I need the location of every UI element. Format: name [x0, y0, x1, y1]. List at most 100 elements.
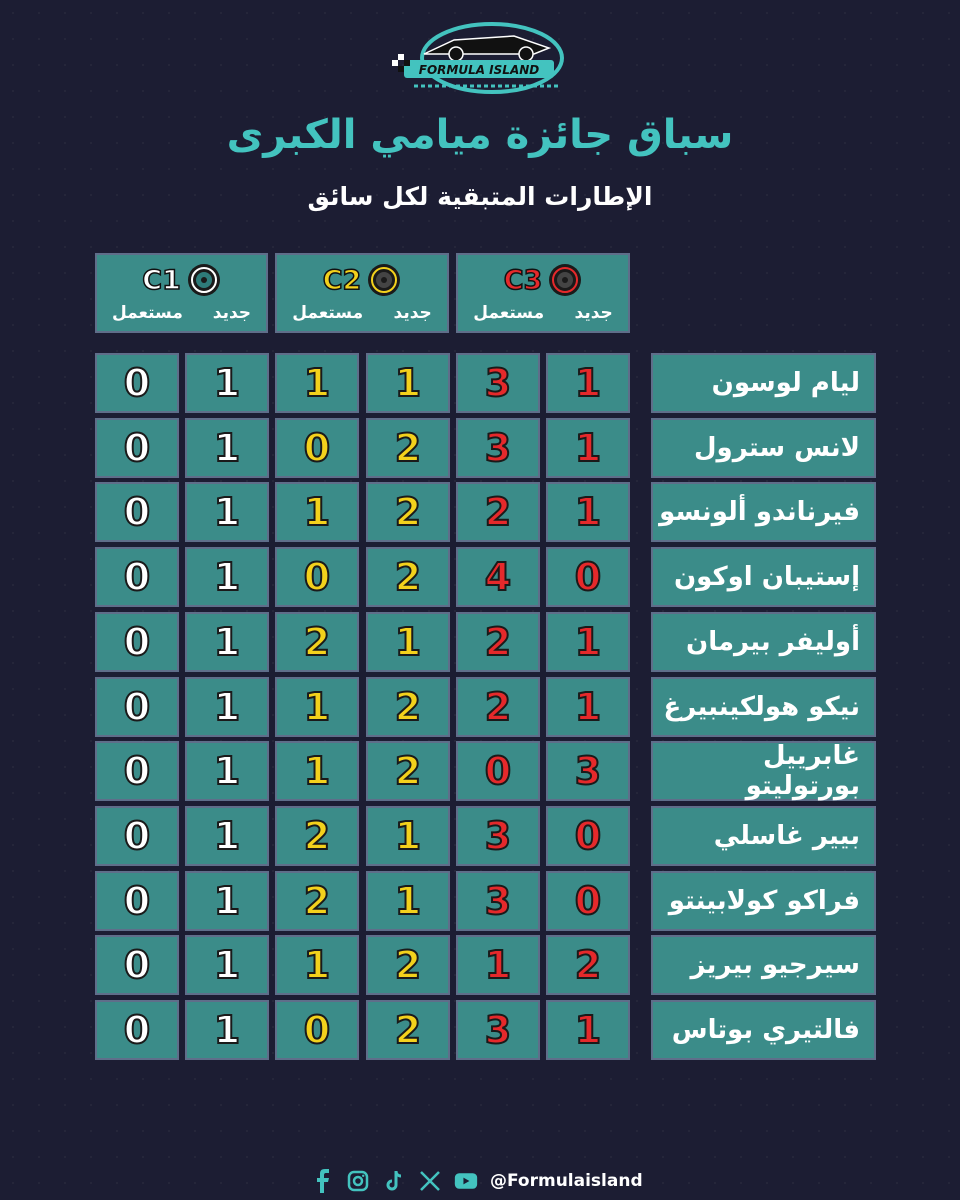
c3-new-cell: 0 — [546, 547, 630, 607]
used-label: مستعمل — [111, 303, 183, 323]
c2-new-cell: 1 — [366, 871, 450, 931]
c3-used-cell: 1 — [456, 935, 540, 995]
c1-used-cell: 0 — [95, 353, 179, 413]
c3-used-cell: 2 — [456, 612, 540, 672]
c3-new-cell: 2 — [546, 935, 630, 995]
c2-used-cell: 2 — [275, 612, 359, 672]
social-handle[interactable]: @Formulaisland — [490, 1171, 643, 1191]
c1-used-cell: 0 — [95, 482, 179, 542]
tyre-c1-icon — [187, 264, 220, 296]
c3-used-cell: 3 — [456, 871, 540, 931]
c1-used-cell: 0 — [95, 1000, 179, 1060]
c2-new-cell: 2 — [366, 1000, 450, 1060]
compound-header-c3: C3 جديد مستعمل — [456, 253, 630, 333]
c3-used-cell: 3 — [456, 1000, 540, 1060]
used-label: مستعمل — [292, 303, 364, 323]
driver-name: ليام لوسون — [651, 353, 876, 413]
new-label: جديد — [212, 303, 252, 323]
compound-label-c3: C3 — [503, 264, 543, 297]
c3-used-cell: 0 — [456, 741, 540, 801]
c1-new-cell: 1 — [185, 1000, 269, 1060]
driver-name: فالتيري بوتاس — [651, 1000, 876, 1060]
compound-label-c1: C1 — [141, 264, 181, 297]
c1-new-cell: 1 — [185, 482, 269, 542]
driver-name: فراكو كولابينتو — [651, 871, 876, 931]
c3-new-cell: 1 — [546, 418, 630, 478]
tyre-c2-icon — [368, 264, 401, 296]
c3-used-cell: 3 — [456, 353, 540, 413]
c1-used-cell: 0 — [95, 418, 179, 478]
driver-name: لانس سترول — [651, 418, 876, 478]
c1-used-cell: 0 — [95, 677, 179, 737]
new-label: جديد — [393, 303, 432, 323]
logo-text: FORMULA ISLAND — [419, 63, 540, 77]
page-title: سباق جائزة ميامي الكبرى — [226, 112, 734, 158]
c2-used-cell: 0 — [275, 547, 359, 607]
c2-new-cell: 1 — [366, 806, 450, 866]
c1-new-cell: 1 — [185, 741, 269, 801]
driver-name: إستيبان اوكون — [651, 547, 876, 607]
tyre-c3-icon — [549, 264, 582, 296]
c3-used-cell: 3 — [456, 418, 540, 478]
c1-used-cell: 0 — [95, 547, 179, 607]
c3-used-cell: 4 — [456, 547, 540, 607]
c2-used-cell: 2 — [275, 871, 359, 931]
formula-island-logo: FORMULA ISLAND — [392, 22, 564, 94]
c1-used-cell: 0 — [95, 741, 179, 801]
c3-new-cell: 1 — [546, 482, 630, 542]
c1-new-cell: 1 — [185, 612, 269, 672]
youtube-icon[interactable] — [454, 1169, 478, 1193]
c1-new-cell: 1 — [185, 353, 269, 413]
social-footer: @Formulaisland — [310, 1166, 643, 1196]
c3-new-cell: 1 — [546, 612, 630, 672]
c1-used-cell: 0 — [95, 871, 179, 931]
c3-new-cell: 3 — [546, 741, 630, 801]
driver-name: أوليفر بيرمان — [651, 612, 876, 672]
x-icon[interactable] — [418, 1169, 442, 1193]
c2-used-cell: 0 — [275, 1000, 359, 1060]
new-label: جديد — [574, 303, 613, 323]
c2-new-cell: 2 — [366, 935, 450, 995]
c1-new-cell: 1 — [185, 935, 269, 995]
c2-new-cell: 2 — [366, 741, 450, 801]
instagram-icon[interactable] — [346, 1169, 370, 1193]
c1-new-cell: 1 — [185, 806, 269, 866]
c3-new-cell: 1 — [546, 677, 630, 737]
c1-used-cell: 0 — [95, 935, 179, 995]
driver-name: نيكو هولكينبيرغ — [651, 677, 876, 737]
c3-used-cell: 2 — [456, 677, 540, 737]
c2-used-cell: 1 — [275, 935, 359, 995]
c2-new-cell: 1 — [366, 612, 450, 672]
compound-header-c1: C1 جديد مستعمل — [95, 253, 268, 333]
c3-new-cell: 0 — [546, 806, 630, 866]
c1-new-cell: 1 — [185, 871, 269, 931]
compound-label-c2: C2 — [322, 264, 362, 297]
c2-used-cell: 0 — [275, 418, 359, 478]
c2-new-cell: 2 — [366, 677, 450, 737]
c1-new-cell: 1 — [185, 547, 269, 607]
c1-new-cell: 1 — [185, 418, 269, 478]
used-label: مستعمل — [473, 303, 545, 323]
c2-used-cell: 1 — [275, 741, 359, 801]
c3-used-cell: 3 — [456, 806, 540, 866]
driver-name: بيير غاسلي — [651, 806, 876, 866]
c2-new-cell: 2 — [366, 482, 450, 542]
page-subtitle: الإطارات المتبقية لكل سائق — [307, 182, 653, 211]
driver-name: غابرييل بورتوليتو — [651, 741, 876, 801]
compound-header-c2: C2 جديد مستعمل — [275, 253, 449, 333]
c3-new-cell: 1 — [546, 353, 630, 413]
facebook-icon[interactable] — [310, 1169, 334, 1193]
c1-used-cell: 0 — [95, 612, 179, 672]
c2-used-cell: 1 — [275, 677, 359, 737]
driver-name: سيرجيو بيريز — [651, 935, 876, 995]
c2-new-cell: 2 — [366, 547, 450, 607]
c2-used-cell: 1 — [275, 482, 359, 542]
c3-new-cell: 0 — [546, 871, 630, 931]
c1-used-cell: 0 — [95, 806, 179, 866]
tiktok-icon[interactable] — [382, 1169, 406, 1193]
c2-new-cell: 2 — [366, 418, 450, 478]
driver-name: فيرناندو ألونسو — [651, 482, 876, 542]
c2-new-cell: 1 — [366, 353, 450, 413]
c2-used-cell: 2 — [275, 806, 359, 866]
c2-used-cell: 1 — [275, 353, 359, 413]
